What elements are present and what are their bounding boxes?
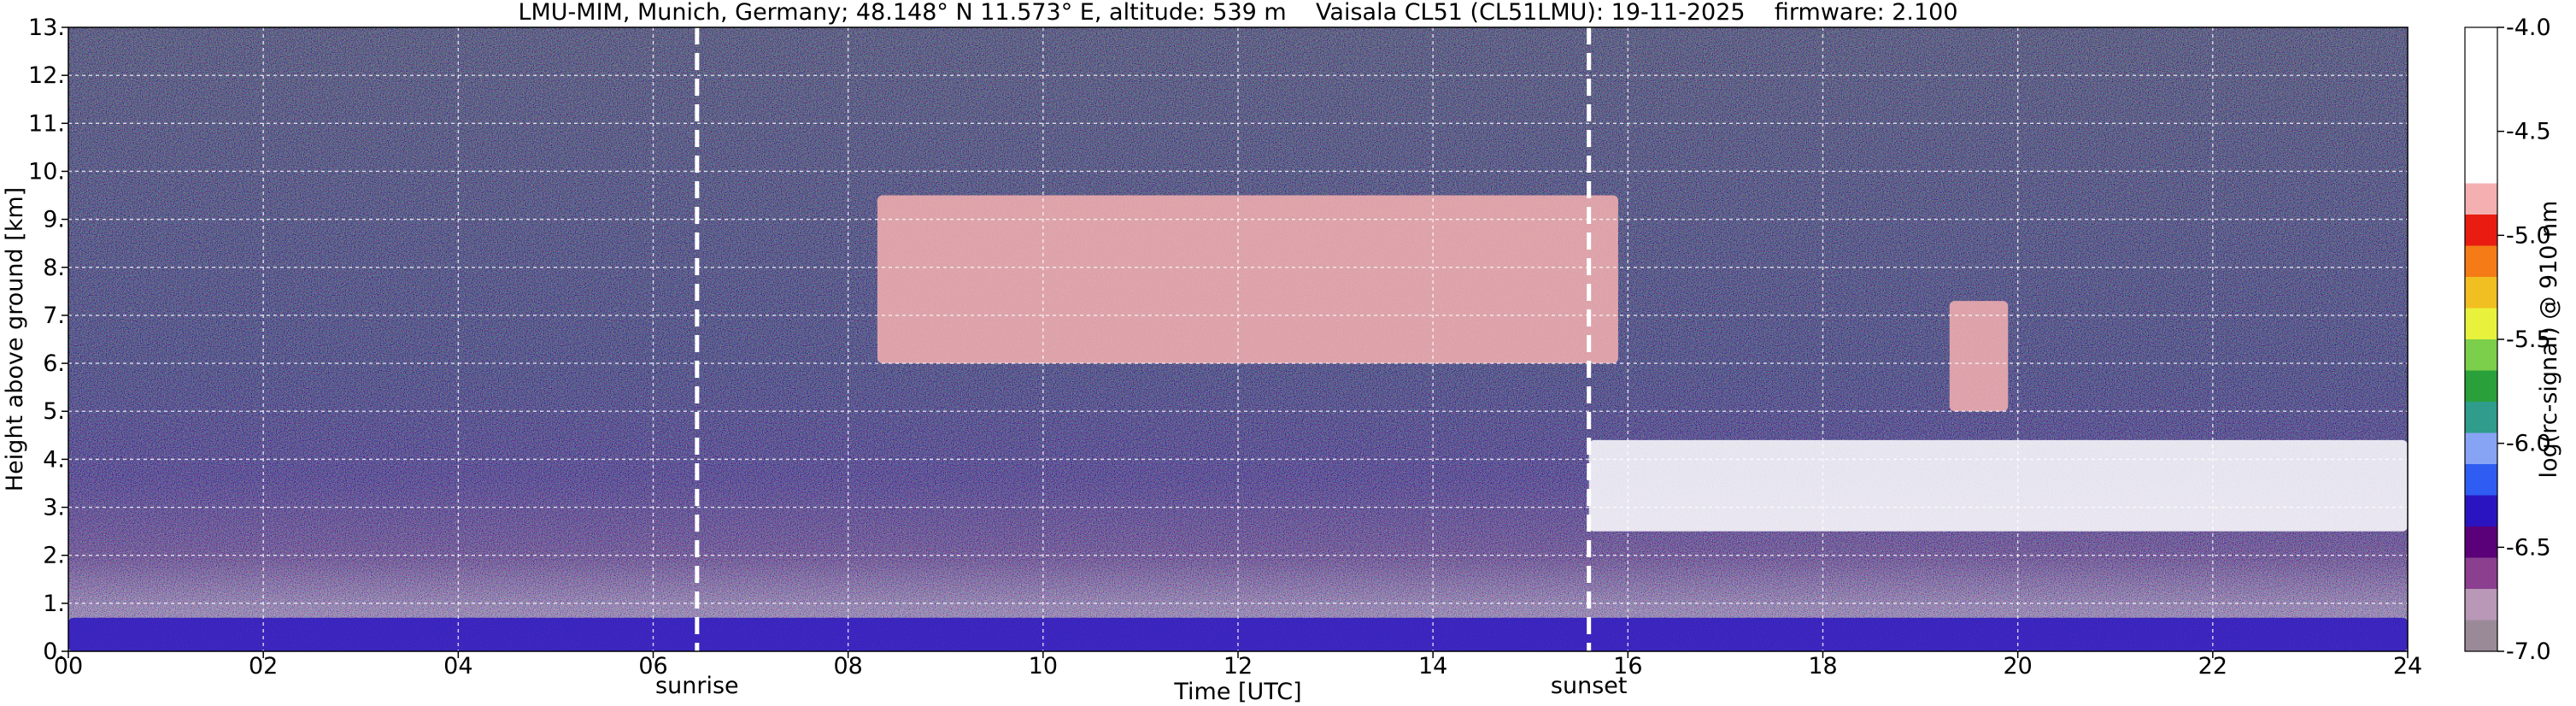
sunset-label: sunset xyxy=(1551,673,1628,699)
y-tick-label: 5. xyxy=(43,398,65,425)
y-tick-label: 10. xyxy=(28,158,65,185)
x-tick-label: 06 xyxy=(638,653,667,680)
x-tick-label: 24 xyxy=(2393,653,2422,680)
y-tick-label: 11. xyxy=(28,110,65,137)
feature-virga xyxy=(1949,301,2009,412)
chart-title: LMU-MIM, Munich, Germany; 48.148° N 11.5… xyxy=(518,0,1957,26)
colorbar-tick-label: -5.5 xyxy=(2506,327,2551,353)
y-tick-label: 9. xyxy=(43,207,65,233)
colorbar: -4.0 -4.5 -5.0 -5.5 -6.0 -6.5 -7.0 log(rc-sign… xyxy=(2464,15,2562,665)
y-tick-label: 2. xyxy=(43,543,65,569)
x-tick-label: 04 xyxy=(443,653,472,680)
colorbar-tick-label: -4.5 xyxy=(2506,119,2551,145)
x-tick-label: 16 xyxy=(1613,653,1642,680)
y-tick-label: 4. xyxy=(43,446,65,473)
x-axis-label: Time [UTC] xyxy=(1173,679,1301,705)
cloud-features xyxy=(68,195,2408,651)
colorbar-tick-label: -6.5 xyxy=(2506,534,2551,561)
sun-markers: sunrise sunset xyxy=(655,27,1627,699)
y-tick-label: 8. xyxy=(43,255,65,281)
y-tick-label: 6. xyxy=(43,350,65,377)
y-tick-label: 13. xyxy=(28,15,65,41)
sunrise-label: sunrise xyxy=(655,673,739,699)
x-tick-label: 22 xyxy=(2198,653,2227,680)
y-tick-label: 7. xyxy=(43,303,65,329)
colorbar-tick-label: -6.0 xyxy=(2506,431,2551,457)
x-tick-label: 20 xyxy=(2003,653,2032,680)
colorbar-tick-label: -4.0 xyxy=(2506,15,2551,41)
x-tick-label: 02 xyxy=(249,653,278,680)
x-tick-label: 14 xyxy=(1418,653,1447,680)
colorbar-label: log(rc-signal) @ 910 nm xyxy=(2536,201,2562,479)
y-axis: 0. 1. 2. 3. 4. 5. 6. 7. 8. 9. 10. 11. 12. 13. xyxy=(28,15,68,665)
x-tick-label: 08 xyxy=(833,653,862,680)
feature-mid-level-cloud xyxy=(1588,439,2408,532)
x-axis: 00 02 04 06 08 10 12 14 16 18 20 22 24 xyxy=(54,651,2422,680)
colorbar-ticks: -4.0 -4.5 -5.0 -5.5 -6.0 -6.5 -7.0 xyxy=(2497,15,2551,665)
colorbar-tick-label: -7.0 xyxy=(2506,638,2551,665)
plot-grid xyxy=(68,27,2408,651)
y-tick-label: 0. xyxy=(43,638,65,665)
y-tick-label: 3. xyxy=(43,495,65,521)
y-tick-label: 1. xyxy=(43,591,65,617)
y-tick-label: 12. xyxy=(28,62,65,89)
colorbar-tick-label: -5.0 xyxy=(2506,222,2551,249)
x-tick-label: 00 xyxy=(54,653,83,680)
y-axis-label: Height above ground [km] xyxy=(2,187,28,491)
colorbar-fill xyxy=(2464,26,2498,652)
signal-heatmap xyxy=(68,27,2408,651)
x-tick-label: 18 xyxy=(1808,653,1837,680)
x-tick-label: 12 xyxy=(1223,653,1253,680)
x-tick-label: 10 xyxy=(1029,653,1058,680)
feature-cirrus xyxy=(877,195,1618,364)
